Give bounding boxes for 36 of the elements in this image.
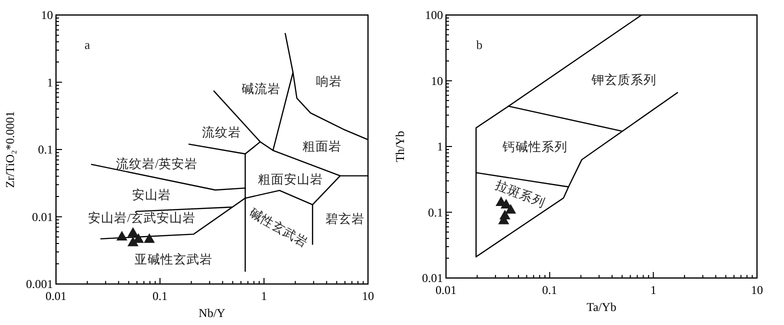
- annotation: 碱性玄武岩: [246, 204, 311, 250]
- x-tick-label: 0.1: [542, 283, 558, 297]
- annotation: 流纹岩/英安岩: [116, 156, 198, 171]
- annotation: 钙碱性系列: [501, 140, 568, 154]
- y-tick-label: 1: [437, 140, 443, 154]
- annotation: b: [476, 38, 483, 52]
- x-tick-label: 0.1: [152, 289, 168, 303]
- x-axis-title: Ta/Yb: [586, 300, 616, 314]
- annotation: 钾玄质系列: [590, 72, 656, 88]
- annotation: 粗面安山岩: [258, 171, 323, 186]
- annotation: 响岩: [316, 74, 342, 89]
- annotation: 碱流岩: [242, 81, 281, 96]
- y-tick-label: 10: [41, 8, 53, 22]
- y-tick-label: 0.1: [428, 205, 443, 220]
- x-tick-label: 1: [261, 289, 267, 303]
- annotation: a: [84, 38, 91, 52]
- annotation: 流纹岩: [202, 124, 241, 140]
- annotation: 安山岩: [132, 187, 172, 202]
- annotation: 粗面岩: [302, 140, 342, 154]
- annotation: 碧玄岩: [325, 210, 364, 226]
- annotation: 拉斑系列: [493, 178, 547, 210]
- y-tick-label: 0.01: [32, 210, 53, 224]
- y-axis-title: Zr/TiO₂*0.0001: [3, 111, 17, 188]
- x-tick-label: 10: [751, 283, 763, 297]
- x-tick-label: 1: [650, 283, 656, 297]
- annotation: 安山岩/玄武安山岩: [88, 210, 196, 226]
- annotation: 亚碱性玄武岩: [134, 252, 213, 267]
- y-tick-label: 0.01: [422, 271, 443, 285]
- y-tick-label: 0.001: [26, 277, 53, 291]
- y-tick-label: 0.1: [38, 142, 53, 156]
- y-tick-label: 1: [47, 75, 53, 90]
- x-tick-label: 10: [362, 289, 374, 303]
- y-tick-label: 10: [431, 74, 443, 88]
- y-axis-title: Th/Yb: [393, 130, 407, 162]
- x-axis-title: Nb/Y: [198, 306, 226, 320]
- y-tick-label: 100: [425, 8, 443, 22]
